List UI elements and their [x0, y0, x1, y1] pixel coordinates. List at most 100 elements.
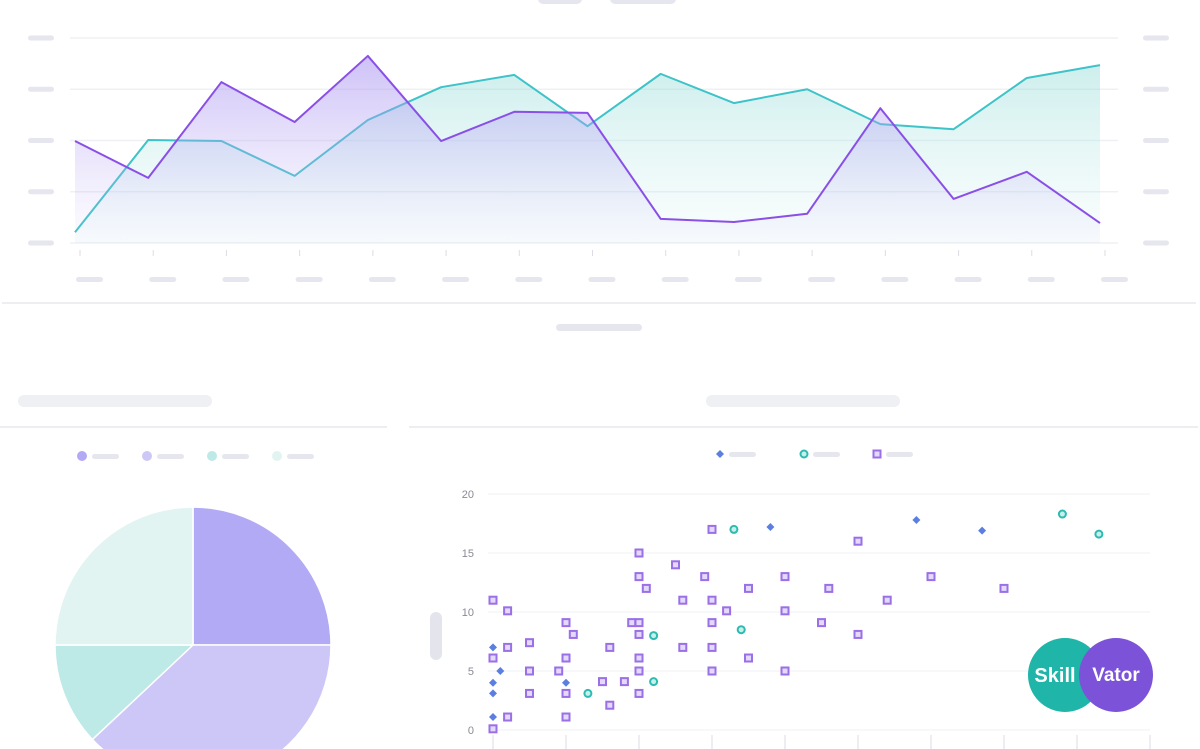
scatter-point	[634, 629, 644, 639]
scatter-point	[780, 572, 790, 582]
placeholder	[886, 452, 913, 457]
scatter-point	[722, 606, 732, 616]
scatter-point	[561, 712, 571, 722]
scatter-point	[525, 688, 534, 698]
placeholder	[430, 612, 442, 660]
scatter-point	[634, 618, 644, 628]
placeholder	[1143, 86, 1169, 92]
scatter-point	[780, 606, 790, 616]
scatter-point	[634, 688, 644, 698]
scatter-point	[853, 629, 863, 639]
scatter-point	[707, 618, 717, 628]
scatter-point	[583, 688, 593, 698]
logo-text: Skill	[1034, 665, 1075, 687]
scatter-point	[978, 526, 987, 535]
scatter-point	[561, 653, 571, 663]
scatter-point	[634, 653, 644, 663]
scatter-point	[999, 583, 1009, 593]
placeholder	[1143, 35, 1169, 41]
scatter-point	[634, 572, 644, 582]
scatter-point	[649, 631, 659, 641]
scatter-point	[671, 560, 680, 570]
y-tick-label: 10	[462, 607, 474, 619]
pie-slice	[192, 506, 332, 646]
scatter-point	[554, 666, 564, 676]
scatter-point	[561, 618, 571, 628]
y-tick-label: 20	[462, 489, 474, 501]
y-tick-label: 5	[468, 666, 474, 678]
placeholder	[442, 277, 470, 282]
scatter-point	[562, 678, 570, 687]
placeholder	[1143, 138, 1169, 143]
scatter-point	[598, 677, 607, 687]
logo: Skill Vator	[1028, 638, 1153, 712]
scatter-point	[1094, 529, 1104, 539]
scatter-point	[678, 642, 688, 652]
placeholder	[813, 452, 840, 457]
scatter-point	[707, 642, 717, 652]
scatter-point	[503, 712, 513, 722]
scatter-point	[1057, 509, 1067, 519]
placeholder	[808, 277, 836, 282]
scatter-point	[489, 643, 497, 652]
placeholder	[729, 452, 756, 457]
placeholder	[515, 277, 543, 282]
pie	[54, 506, 332, 749]
scatter-point	[707, 666, 717, 676]
scatter-point	[525, 638, 534, 648]
scatter-point	[525, 666, 534, 676]
scatter-point	[489, 713, 497, 722]
placeholder	[588, 277, 616, 282]
placeholder	[28, 138, 54, 143]
y-tick-label: 0	[468, 725, 474, 737]
placeholder	[28, 189, 54, 195]
placeholder	[1027, 277, 1055, 282]
placeholder	[1143, 240, 1169, 246]
scatter-point	[780, 666, 790, 676]
legend-marker	[142, 451, 152, 461]
scatter-point	[634, 666, 644, 676]
placeholder	[734, 277, 762, 282]
scatter-point	[568, 629, 578, 639]
scatter-point	[488, 724, 498, 734]
placeholder	[287, 454, 314, 459]
scatter-point	[496, 667, 505, 675]
placeholder	[706, 395, 900, 407]
scatter-point	[489, 678, 497, 687]
scatter-point	[605, 700, 615, 710]
legend-marker	[716, 450, 724, 458]
scatter-point	[619, 677, 629, 687]
placeholder	[18, 395, 212, 407]
scatter-point	[700, 572, 710, 582]
scatter-point	[926, 572, 936, 582]
scatter-point	[744, 583, 753, 593]
placeholder	[76, 277, 103, 282]
placeholder	[149, 277, 177, 282]
scatter-point	[503, 606, 513, 616]
pie-slice	[54, 506, 194, 646]
legend-marker	[77, 451, 87, 461]
placeholder	[28, 240, 54, 246]
placeholder	[610, 0, 676, 4]
scatter-point	[707, 524, 717, 534]
placeholder	[954, 277, 982, 282]
scatter-point	[817, 618, 826, 628]
placeholder	[222, 277, 250, 282]
placeholder	[1143, 189, 1169, 195]
y-tick-label: 15	[462, 548, 474, 560]
scatter-point	[649, 677, 659, 687]
placeholder	[28, 86, 54, 92]
scatter-point	[882, 595, 892, 605]
placeholder	[222, 454, 249, 459]
placeholder	[1101, 277, 1128, 282]
pie-slice	[54, 644, 195, 741]
area	[75, 55, 1100, 243]
scatter-point	[707, 595, 717, 605]
placeholder	[556, 324, 642, 331]
scatter-point	[627, 618, 637, 628]
placeholder	[538, 0, 582, 4]
placeholder	[28, 35, 54, 41]
legend-marker	[207, 451, 217, 461]
scatter-point	[641, 583, 651, 593]
